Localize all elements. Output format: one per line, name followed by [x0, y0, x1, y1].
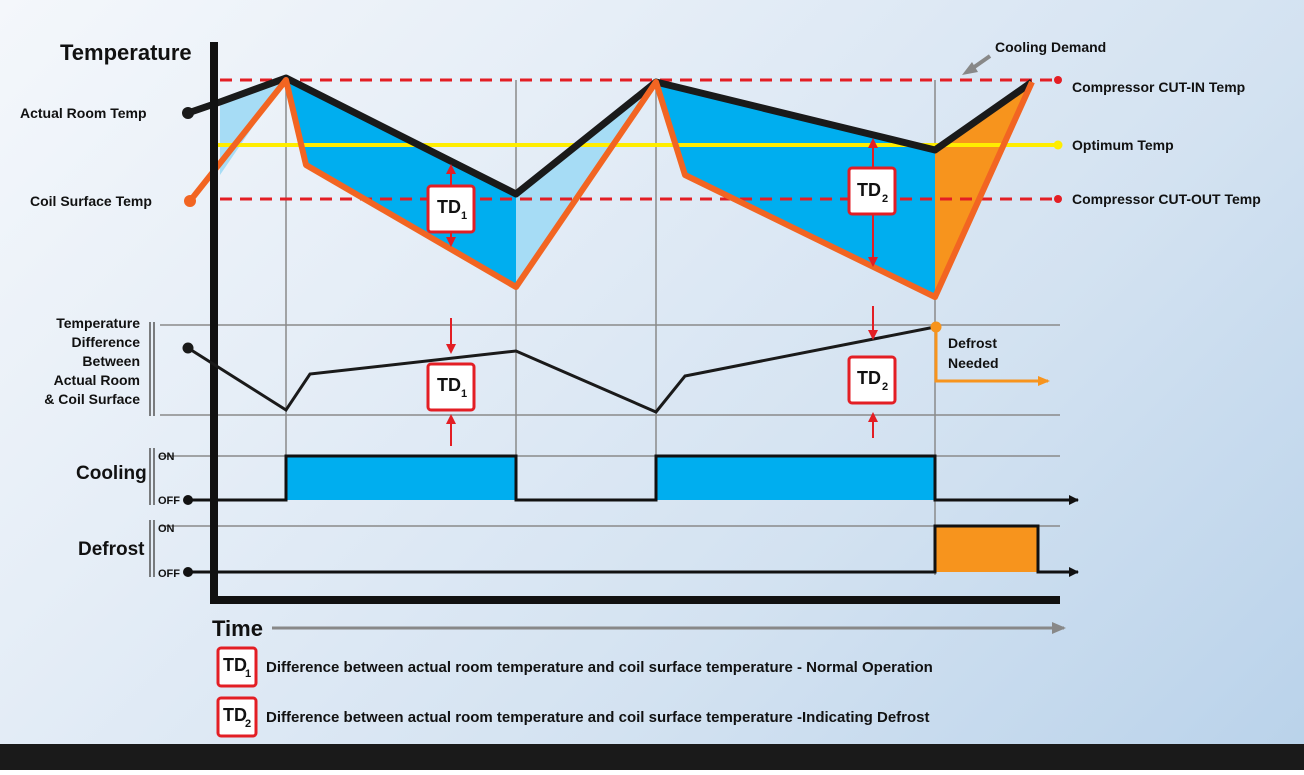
temp-difference-dot — [182, 342, 194, 354]
x-axis-title: Time — [212, 616, 263, 641]
y-axis-title: Temperature — [60, 40, 192, 65]
legend-td1-sub: 1 — [245, 668, 251, 680]
cooling-on-label: ON — [158, 451, 175, 463]
td1-marker-top: TD 1 — [426, 184, 476, 234]
legend-item-td2: TD 2 Difference between actual room temp… — [216, 696, 930, 738]
temp-diff-label-1: Temperature — [56, 315, 140, 331]
optimum-dot — [1053, 140, 1063, 150]
cooling-demand-label: Cooling Demand — [995, 39, 1106, 55]
cooling-off-label: OFF — [158, 495, 180, 507]
cut-out-dot — [1054, 195, 1062, 203]
fill-blue-1 — [286, 78, 516, 287]
legend-td1-text: Difference between actual room temperatu… — [266, 659, 933, 676]
defrost-needed-label-2: Needed — [948, 355, 999, 371]
legend-td2-main: TD — [223, 705, 247, 725]
cooling-row-title: Cooling — [76, 463, 147, 484]
td2-marker-mid: TD 2 — [847, 355, 897, 405]
actual-room-temp-dot — [182, 107, 194, 119]
td1-marker-mid: TD 1 — [426, 362, 476, 412]
td2-top-main: TD — [857, 180, 881, 200]
cooling-on-block-1 — [286, 456, 516, 500]
cooling-signal-line — [188, 454, 1079, 505]
temp-diff-label-2: Difference — [72, 334, 141, 350]
defrost-off-label: OFF — [158, 568, 180, 580]
defrost-needed-label-1: Defrost — [948, 335, 997, 351]
td2-mid-arrows — [868, 306, 878, 438]
actual-room-temp-label: Actual Room Temp — [20, 105, 147, 121]
td1-top-main: TD — [437, 197, 461, 217]
temp-diff-label-4: Actual Room — [54, 372, 140, 388]
td1-mid-sub: 1 — [461, 388, 467, 400]
actual-room-temp-line — [186, 74, 1035, 198]
td2-marker-top: TD 2 — [847, 166, 897, 216]
diff-bracket — [149, 322, 155, 416]
defrost-row-title: Defrost — [78, 539, 145, 560]
defrost-signal-line — [188, 524, 1079, 577]
defrost-on-label: ON — [158, 523, 175, 535]
cooling-demand-arrowhead — [962, 62, 978, 75]
temp-diff-label-3: Between — [82, 353, 140, 369]
td2-top-sub: 2 — [882, 193, 888, 205]
cut-in-dot — [1054, 76, 1062, 84]
td2-mid-sub: 2 — [882, 381, 888, 393]
cooling-on-block-2 — [656, 456, 935, 500]
cut-out-label: Compressor CUT-OUT Temp — [1072, 191, 1261, 207]
td1-top-sub: 1 — [461, 210, 467, 222]
legend-td2-sub: 2 — [245, 718, 251, 730]
legend-item-td1: TD 1 Difference between actual room temp… — [216, 646, 933, 688]
optimum-label: Optimum Temp — [1072, 137, 1174, 153]
defrost-on-block — [935, 526, 1038, 572]
defrost-signal-dot — [183, 567, 193, 577]
defrost-needed-arrow — [934, 327, 1050, 386]
td1-mid-arrows — [446, 318, 456, 446]
coil-surface-temp-dot — [184, 195, 196, 207]
coil-surface-temp-label: Coil Surface Temp — [30, 193, 152, 209]
coil-surface-temp-line — [187, 77, 1035, 300]
legend-td1-main: TD — [223, 655, 247, 675]
defrost-bracket — [149, 520, 155, 577]
bottom-bar — [0, 744, 1304, 770]
cut-in-label: Compressor CUT-IN Temp — [1072, 79, 1245, 95]
td2-mid-main: TD — [857, 368, 881, 388]
temp-diff-label-5: & Coil Surface — [44, 391, 140, 407]
temp-difference-line — [187, 325, 936, 414]
td1-mid-main: TD — [437, 375, 461, 395]
legend-td2-text: Difference between actual room temperatu… — [266, 709, 930, 726]
cooling-signal-dot — [183, 495, 193, 505]
cooling-bracket — [149, 448, 155, 505]
